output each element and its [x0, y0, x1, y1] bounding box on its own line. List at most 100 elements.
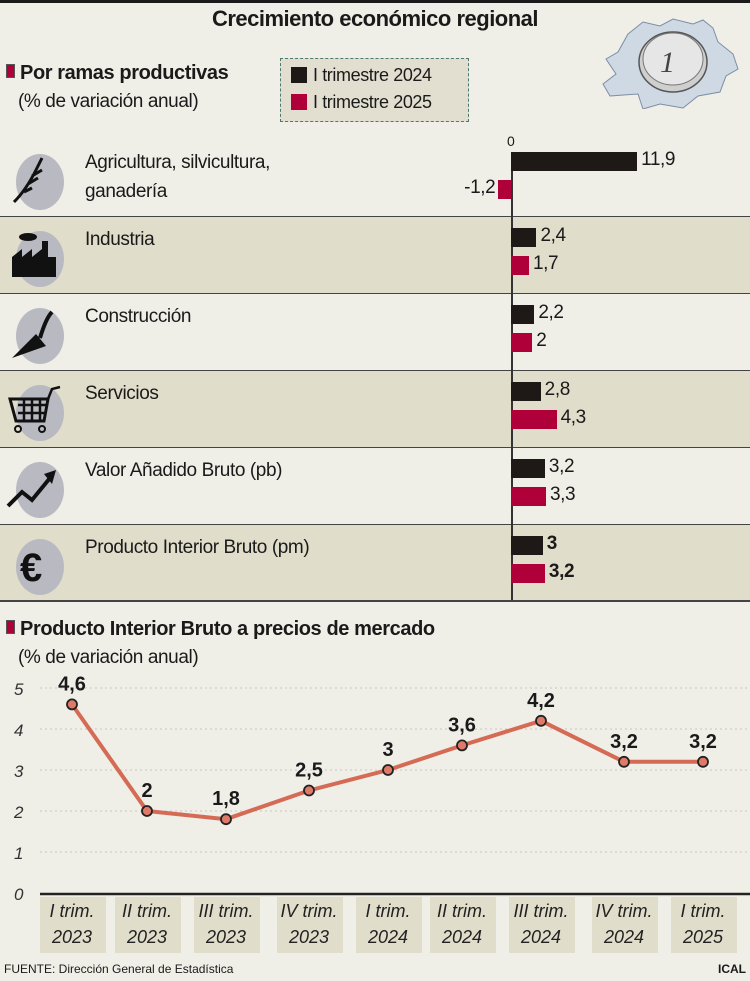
data-label: 3: [382, 739, 393, 761]
data-label: 1,8: [212, 788, 240, 810]
line-chart-title: Producto Interior Bruto a precios de mer…: [6, 618, 435, 641]
x-tick-label: II trim.: [437, 901, 487, 921]
bar-row: € Producto Interior Bruto (pm): [0, 524, 750, 601]
x-category-box: [40, 897, 106, 953]
data-label: 4,2: [527, 690, 555, 712]
y-tick-label: 2: [13, 803, 24, 822]
data-label: 3,6: [448, 714, 476, 736]
bar-2024: [511, 228, 537, 247]
bar-value-label: 11,9: [641, 149, 676, 170]
factory-icon: [12, 231, 64, 287]
x-tick-label: 2024: [441, 927, 482, 947]
x-tick-label: III trim.: [514, 901, 569, 921]
data-point: [303, 784, 315, 797]
bar-2024: [511, 152, 638, 171]
bar-value-label: 2: [536, 330, 547, 351]
bar-2025: [511, 410, 557, 429]
bar-chart-title: Por ramas productivas: [6, 62, 229, 85]
x-tick-label: I trim.: [366, 901, 411, 921]
source-note: FUENTE: Dirección General de Estadística: [4, 962, 234, 976]
bar-2025: [511, 333, 533, 352]
bar-2024: [511, 382, 541, 401]
category-label: Servicios: [85, 383, 159, 404]
x-tick-label: 2023: [288, 927, 329, 947]
euro-icon: €: [16, 539, 64, 595]
zero-axis: [511, 152, 513, 600]
bar-2025: [511, 256, 530, 275]
bar-row: Servicios: [0, 370, 750, 448]
x-category-box: [115, 897, 181, 953]
section-marker-icon: [6, 620, 15, 634]
y-tick-label: 1: [14, 844, 23, 863]
bar-value-label: 2,4: [540, 225, 566, 246]
bar-value-label: 4,3: [560, 407, 587, 428]
x-category-box: [671, 897, 737, 953]
legend-label: I trimestre 2024: [313, 65, 432, 85]
legend-item-2024: I trimestre 2024: [291, 65, 432, 86]
zero-label: 0: [507, 133, 515, 149]
legend-item-2025: I trimestre 2025: [291, 92, 432, 113]
trowel-icon: [12, 308, 64, 364]
legend: I trimestre 2024 I trimestre 2025: [280, 58, 469, 122]
x-tick-label: 2024: [520, 927, 561, 947]
x-tick-label: 2023: [205, 927, 246, 947]
data-point: [141, 805, 153, 817]
x-category-box: [194, 897, 260, 953]
x-category-box: [277, 897, 343, 953]
bar-value-label: -1,2: [464, 177, 496, 198]
bar-value-label: 3: [546, 533, 558, 554]
svg-text:1: 1: [660, 46, 675, 79]
x-tick-label: IV trim.: [281, 901, 338, 921]
data-point: [66, 698, 78, 711]
bar-2024: [511, 536, 543, 555]
bar-2025: [498, 180, 511, 199]
y-tick-label: 0: [14, 885, 24, 904]
y-tick-label: 4: [14, 721, 23, 740]
data-point: [535, 714, 547, 727]
x-category-box: [509, 897, 575, 953]
data-point: [456, 739, 468, 752]
legend-label: I trimestre 2025: [313, 92, 432, 112]
category-label: Producto Interior Bruto (pm): [85, 537, 310, 558]
line-chart-title-text: Producto Interior Bruto a precios de mer…: [20, 618, 435, 640]
bar-2025: [511, 564, 545, 583]
bar-row: Industria: [0, 216, 750, 294]
credit: ICAL: [718, 962, 746, 976]
wheat-icon: [12, 154, 64, 210]
x-tick-label: I trim.: [50, 901, 95, 921]
x-tick-label: II trim.: [122, 901, 172, 921]
data-point: [618, 755, 630, 768]
y-tick-label: 3: [14, 762, 24, 781]
bar-value-label: 2,2: [538, 302, 564, 323]
trend-up-icon: [6, 462, 64, 518]
data-point: [382, 764, 394, 776]
data-label: 3,2: [610, 731, 638, 753]
x-tick-label: I trim.: [681, 901, 726, 921]
bar-value-label: 3,2: [548, 561, 575, 582]
x-tick-label: 2023: [51, 927, 92, 947]
bar-chart-title-text: Por ramas productivas: [20, 62, 229, 84]
data-label: 2: [141, 780, 152, 802]
svg-text:€: €: [20, 546, 42, 590]
legend-swatch: [291, 94, 307, 110]
x-tick-label: 2023: [126, 927, 167, 947]
bar-2024: [511, 459, 545, 478]
category-label: Construcción: [85, 306, 192, 327]
bar-value-label: 3,2: [548, 456, 575, 477]
x-tick-label: 2025: [682, 927, 724, 947]
line-chart-subtitle: (% de variación anual): [18, 647, 199, 668]
top-rule: [0, 0, 750, 3]
bar-value-label: 3,3: [549, 484, 576, 505]
section-marker-icon: [6, 64, 15, 78]
x-tick-label: 2024: [367, 927, 408, 947]
data-point: [697, 755, 709, 768]
x-category-box: [592, 897, 658, 953]
x-tick-label: 2024: [603, 927, 644, 947]
shopping-cart-icon: [8, 385, 64, 441]
bar-2024: [511, 305, 535, 324]
bar-row: Valor Añadido Bruto (pb): [0, 447, 750, 525]
data-point: [220, 813, 232, 826]
category-label: Agricultura, silvicultura, ganadería: [85, 152, 270, 202]
category-label: Industria: [85, 229, 155, 250]
